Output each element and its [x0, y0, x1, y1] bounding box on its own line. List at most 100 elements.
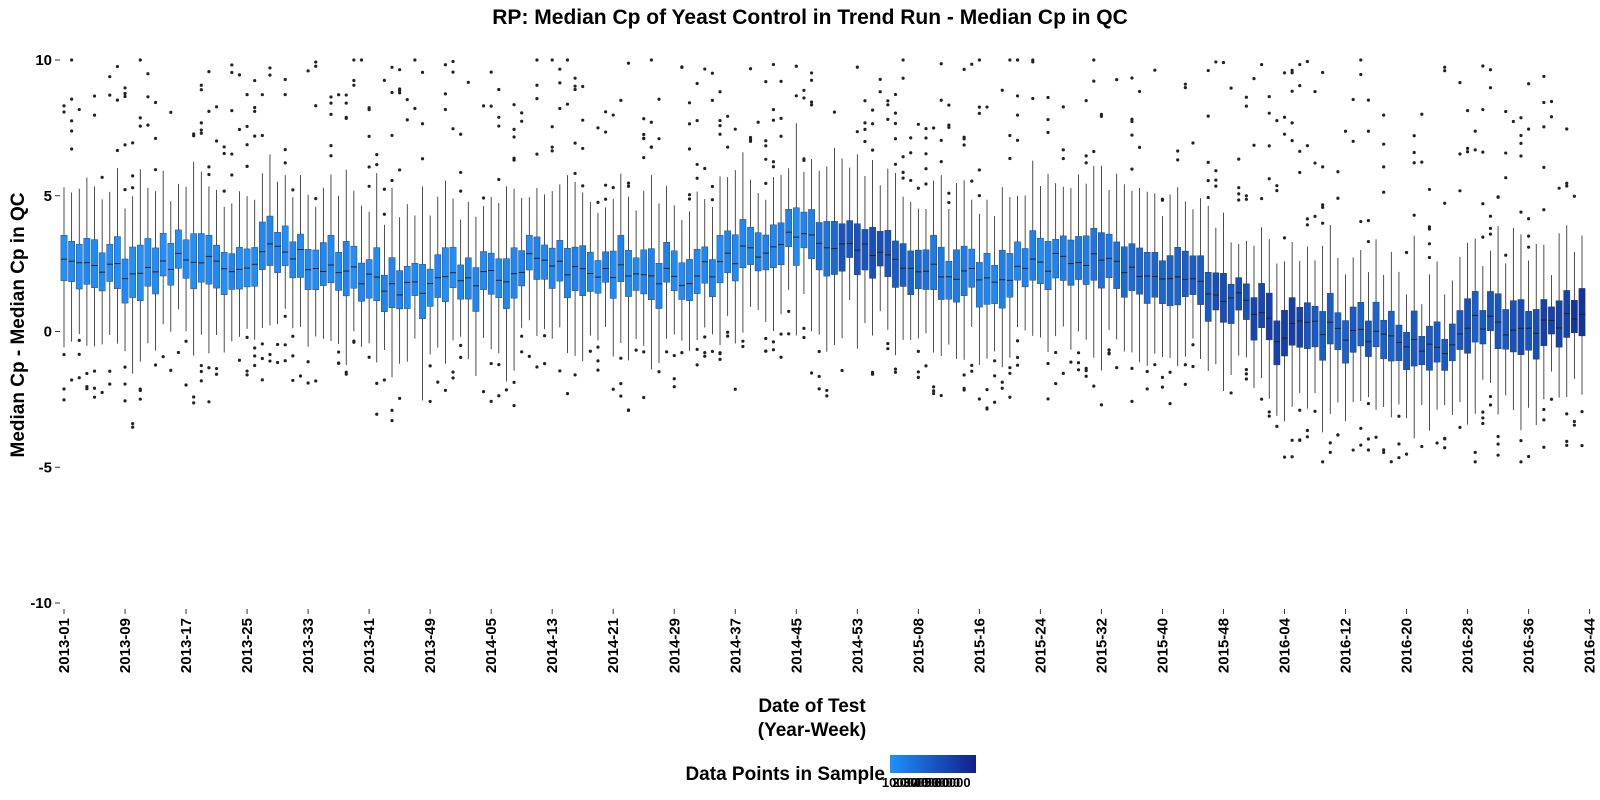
outlier-point [932, 389, 936, 393]
outlier-point [115, 148, 119, 153]
outlier-point [832, 110, 837, 114]
outlier-point [1504, 151, 1508, 155]
box [1326, 224, 1334, 454]
outlier-point [893, 137, 898, 141]
outlier-point [764, 157, 768, 161]
box-iqr [1334, 312, 1342, 350]
outlier-point [1267, 94, 1271, 99]
box-iqr [121, 258, 129, 304]
outlier-point [428, 364, 432, 368]
box-iqr [1243, 283, 1250, 320]
x-tick-label: 2013-33 [300, 618, 317, 673]
outlier-point [611, 387, 615, 391]
outlier-point [1015, 138, 1020, 142]
outlier-point [1176, 158, 1180, 162]
box-iqr [281, 225, 289, 266]
box-iqr [1403, 331, 1410, 371]
box [716, 90, 724, 361]
outlier-point [809, 371, 814, 375]
box-iqr [373, 247, 381, 302]
box-iqr [510, 247, 518, 299]
box [175, 183, 182, 355]
box-iqr [907, 250, 915, 296]
box [701, 67, 709, 358]
outlier-point [1031, 96, 1035, 101]
outlier-point [1412, 213, 1416, 217]
outlier-point [779, 116, 783, 121]
box-iqr [236, 247, 243, 290]
outlier-point [1214, 184, 1218, 188]
outlier-point [497, 124, 501, 128]
outlier-point [657, 97, 661, 101]
outlier-point [1275, 424, 1279, 428]
outlier-point [573, 171, 577, 176]
box-iqr [640, 249, 648, 295]
outlier-point [1404, 452, 1409, 456]
outlier-point [581, 146, 585, 151]
outlier-point [1015, 355, 1020, 360]
legend-tick-label: 10000 [882, 775, 918, 790]
outlier-point [710, 98, 714, 102]
outlier-point [1504, 176, 1508, 180]
outlier-point [504, 388, 509, 392]
outlier-point [565, 391, 570, 396]
outlier-point [1206, 179, 1210, 183]
box-iqr [1380, 319, 1387, 360]
outlier-point [1313, 409, 1317, 413]
outlier-point [924, 126, 928, 131]
outlier-point [268, 66, 272, 70]
box [510, 103, 518, 408]
outlier-point [367, 165, 371, 169]
outlier-point [1542, 208, 1546, 212]
box [823, 166, 831, 398]
outlier-point [138, 388, 142, 393]
outlier-point [840, 368, 844, 373]
box [236, 73, 243, 362]
box-iqr [1304, 302, 1311, 349]
outlier-point [199, 128, 203, 132]
outlier-point [603, 130, 608, 134]
outlier-point [329, 101, 333, 105]
outlier-point [390, 178, 394, 183]
outlier-point [764, 139, 768, 143]
box [1128, 76, 1136, 404]
outlier-point [893, 121, 898, 126]
outlier-point [527, 354, 531, 358]
outlier-point [603, 197, 608, 201]
outlier-point [1008, 366, 1012, 370]
box-iqr [1326, 293, 1334, 345]
outlier-point [214, 372, 219, 376]
box [1197, 198, 1204, 360]
outlier-point [1282, 71, 1287, 75]
outlier-point [1565, 443, 1569, 448]
box [342, 93, 350, 376]
outlier-point [1267, 144, 1271, 148]
outlier-point [1298, 149, 1302, 153]
outlier-point [733, 127, 737, 131]
outlier-point [352, 339, 356, 343]
outlier-point [802, 335, 806, 340]
outlier-point [1504, 253, 1508, 257]
outlier-point [977, 194, 981, 198]
outlier-point [352, 83, 356, 87]
outlier-point [1427, 242, 1432, 246]
box [1395, 271, 1403, 460]
outlier-point [1290, 455, 1294, 459]
box-iqr [75, 243, 83, 290]
box-iqr [1357, 302, 1365, 347]
outlier-point [1488, 403, 1493, 407]
box [152, 100, 159, 367]
outlier-point [291, 334, 295, 338]
box [388, 65, 396, 423]
outlier-point [909, 151, 913, 155]
box-iqr [1517, 299, 1525, 355]
outlier-point [268, 73, 272, 77]
box-iqr [1258, 283, 1265, 328]
box [304, 69, 312, 385]
outlier-point [611, 113, 615, 117]
outlier-point [497, 394, 501, 398]
outlier-point [703, 335, 707, 339]
box [930, 126, 937, 396]
outlier-point [260, 133, 264, 138]
outlier-point [809, 78, 814, 82]
